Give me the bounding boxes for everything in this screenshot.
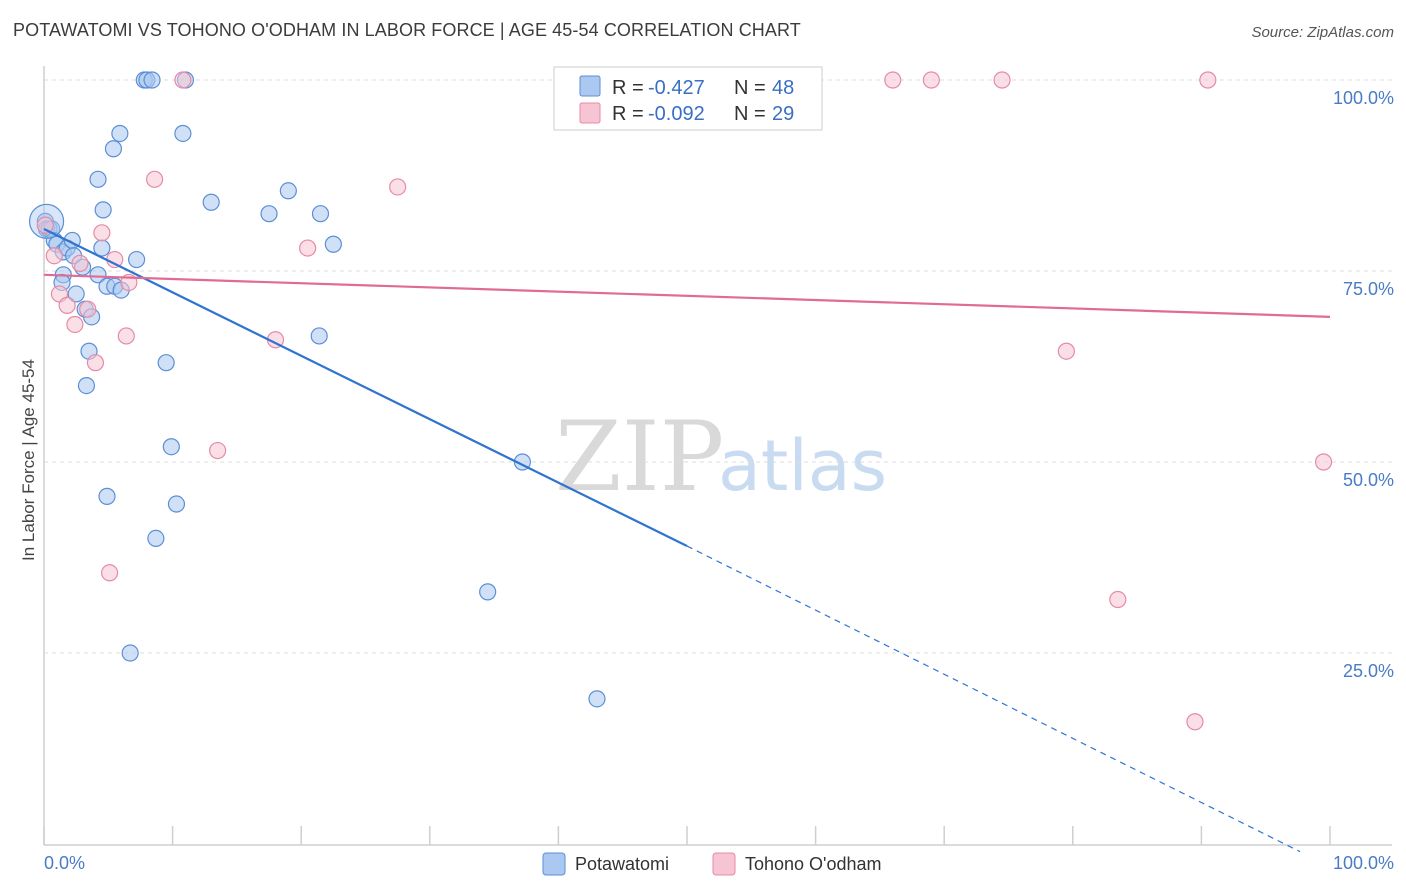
series-legend-label-potawatomi: Potawatomi xyxy=(575,854,669,874)
tohono-point xyxy=(1109,590,1127,609)
potawatomi-point xyxy=(202,193,220,211)
potawatomi-point xyxy=(89,170,107,188)
potawatomi-point xyxy=(67,285,85,303)
tohono-point xyxy=(58,296,76,314)
axes xyxy=(43,66,1392,846)
series-legend-label-tohono: Tohono O'odham xyxy=(745,854,882,874)
tohono-point xyxy=(66,315,84,334)
legend-n-value-2: 29 xyxy=(772,103,794,125)
legend-n-label-2: N = xyxy=(734,103,766,125)
potawatomi-point xyxy=(174,124,192,143)
tohono-point xyxy=(209,441,227,460)
watermark-zip: ZIP xyxy=(555,401,724,513)
tohono-points xyxy=(36,71,1333,731)
tohono-point xyxy=(71,254,89,272)
potawatomi-point xyxy=(121,644,139,662)
potawatomi-point xyxy=(77,377,96,395)
series-legend: Potawatomi Tohono O'odham xyxy=(542,852,882,876)
potawatomi-point xyxy=(588,690,606,708)
y-tick-label: 25.0% xyxy=(1343,661,1394,681)
potawatomi-point xyxy=(162,438,180,456)
potawatomi-point xyxy=(89,266,107,284)
legend-n-label-1: N = xyxy=(734,77,766,99)
potawatomi-point xyxy=(143,71,161,89)
legend-n-value-1: 48 xyxy=(772,77,794,99)
tohono-point xyxy=(884,71,902,89)
legend-r-value-1: -0.427 xyxy=(648,77,705,99)
tohono-point xyxy=(389,178,407,196)
source-credit: Source: ZipAtlas.com xyxy=(1251,24,1394,41)
potawatomi-point xyxy=(167,495,186,513)
potawatomi-point xyxy=(279,182,297,200)
series-legend-swatch-potawatomi xyxy=(542,852,566,876)
potawatomi-point xyxy=(157,354,175,372)
potawatomi-point xyxy=(147,529,165,548)
tohono-point xyxy=(1314,453,1333,471)
tohono-point xyxy=(100,564,119,582)
y-tick-label: 50.0% xyxy=(1343,470,1394,490)
potawatomi-point xyxy=(311,205,330,223)
watermark: ZIP atlas xyxy=(555,401,887,513)
y-tick-label: 75.0% xyxy=(1343,279,1394,299)
tohono-point xyxy=(79,300,97,318)
tohono-point xyxy=(45,247,63,265)
y-tick-labels: 100.0% 75.0% 50.0% 25.0% xyxy=(1333,88,1394,681)
tohono-point xyxy=(117,327,135,345)
legend-r-label-1: R = xyxy=(612,77,644,99)
chart-title: POTAWATOMI VS TOHONO O'ODHAM IN LABOR FO… xyxy=(13,20,801,40)
tohono-point xyxy=(299,239,317,257)
legend-r-value-2: -0.092 xyxy=(648,103,705,125)
tohono-point xyxy=(1199,71,1217,89)
stats-legend: R = -0.427 N = 48 R = -0.092 N = 29 xyxy=(553,66,823,131)
potawatomi-point xyxy=(94,201,112,219)
tohono-point xyxy=(86,354,105,372)
tohono-point xyxy=(993,71,1011,89)
tohono-trend-line xyxy=(43,273,1331,318)
potawatomi-point xyxy=(260,205,278,223)
potawatomi-point xyxy=(98,487,116,505)
potawatomi-points xyxy=(28,71,606,708)
tohono-point xyxy=(1057,342,1075,360)
tohono-point xyxy=(1186,713,1204,731)
tohono-point xyxy=(36,216,54,234)
tohono-point xyxy=(922,71,940,89)
legend-swatch-blue xyxy=(579,75,601,97)
x-tick-label-min: 0.0% xyxy=(44,853,85,873)
trend-lines xyxy=(43,227,1331,853)
legend-r-label-2: R = xyxy=(612,103,644,125)
potawatomi-point xyxy=(104,140,123,158)
y-axis-label: In Labor Force | Age 45-54 xyxy=(19,359,38,561)
x-tick-label-max: 100.0% xyxy=(1333,853,1394,873)
legend-swatch-pink xyxy=(579,102,601,124)
tohono-point xyxy=(174,71,192,89)
potawatomi-trend-extension xyxy=(686,545,1301,853)
potawatomi-point xyxy=(111,124,129,143)
grid xyxy=(44,79,1392,654)
potawatomi-point xyxy=(127,250,146,269)
potawatomi-trend-line xyxy=(43,227,688,548)
potawatomi-point xyxy=(310,327,328,345)
tohono-point xyxy=(145,170,164,188)
tohono-point xyxy=(93,224,111,242)
watermark-atlas: atlas xyxy=(718,425,887,507)
series-legend-swatch-tohono xyxy=(712,852,736,876)
tohono-point xyxy=(106,250,124,269)
y-tick-label: 100.0% xyxy=(1333,88,1394,108)
potawatomi-point xyxy=(479,583,497,601)
potawatomi-point xyxy=(324,235,342,253)
